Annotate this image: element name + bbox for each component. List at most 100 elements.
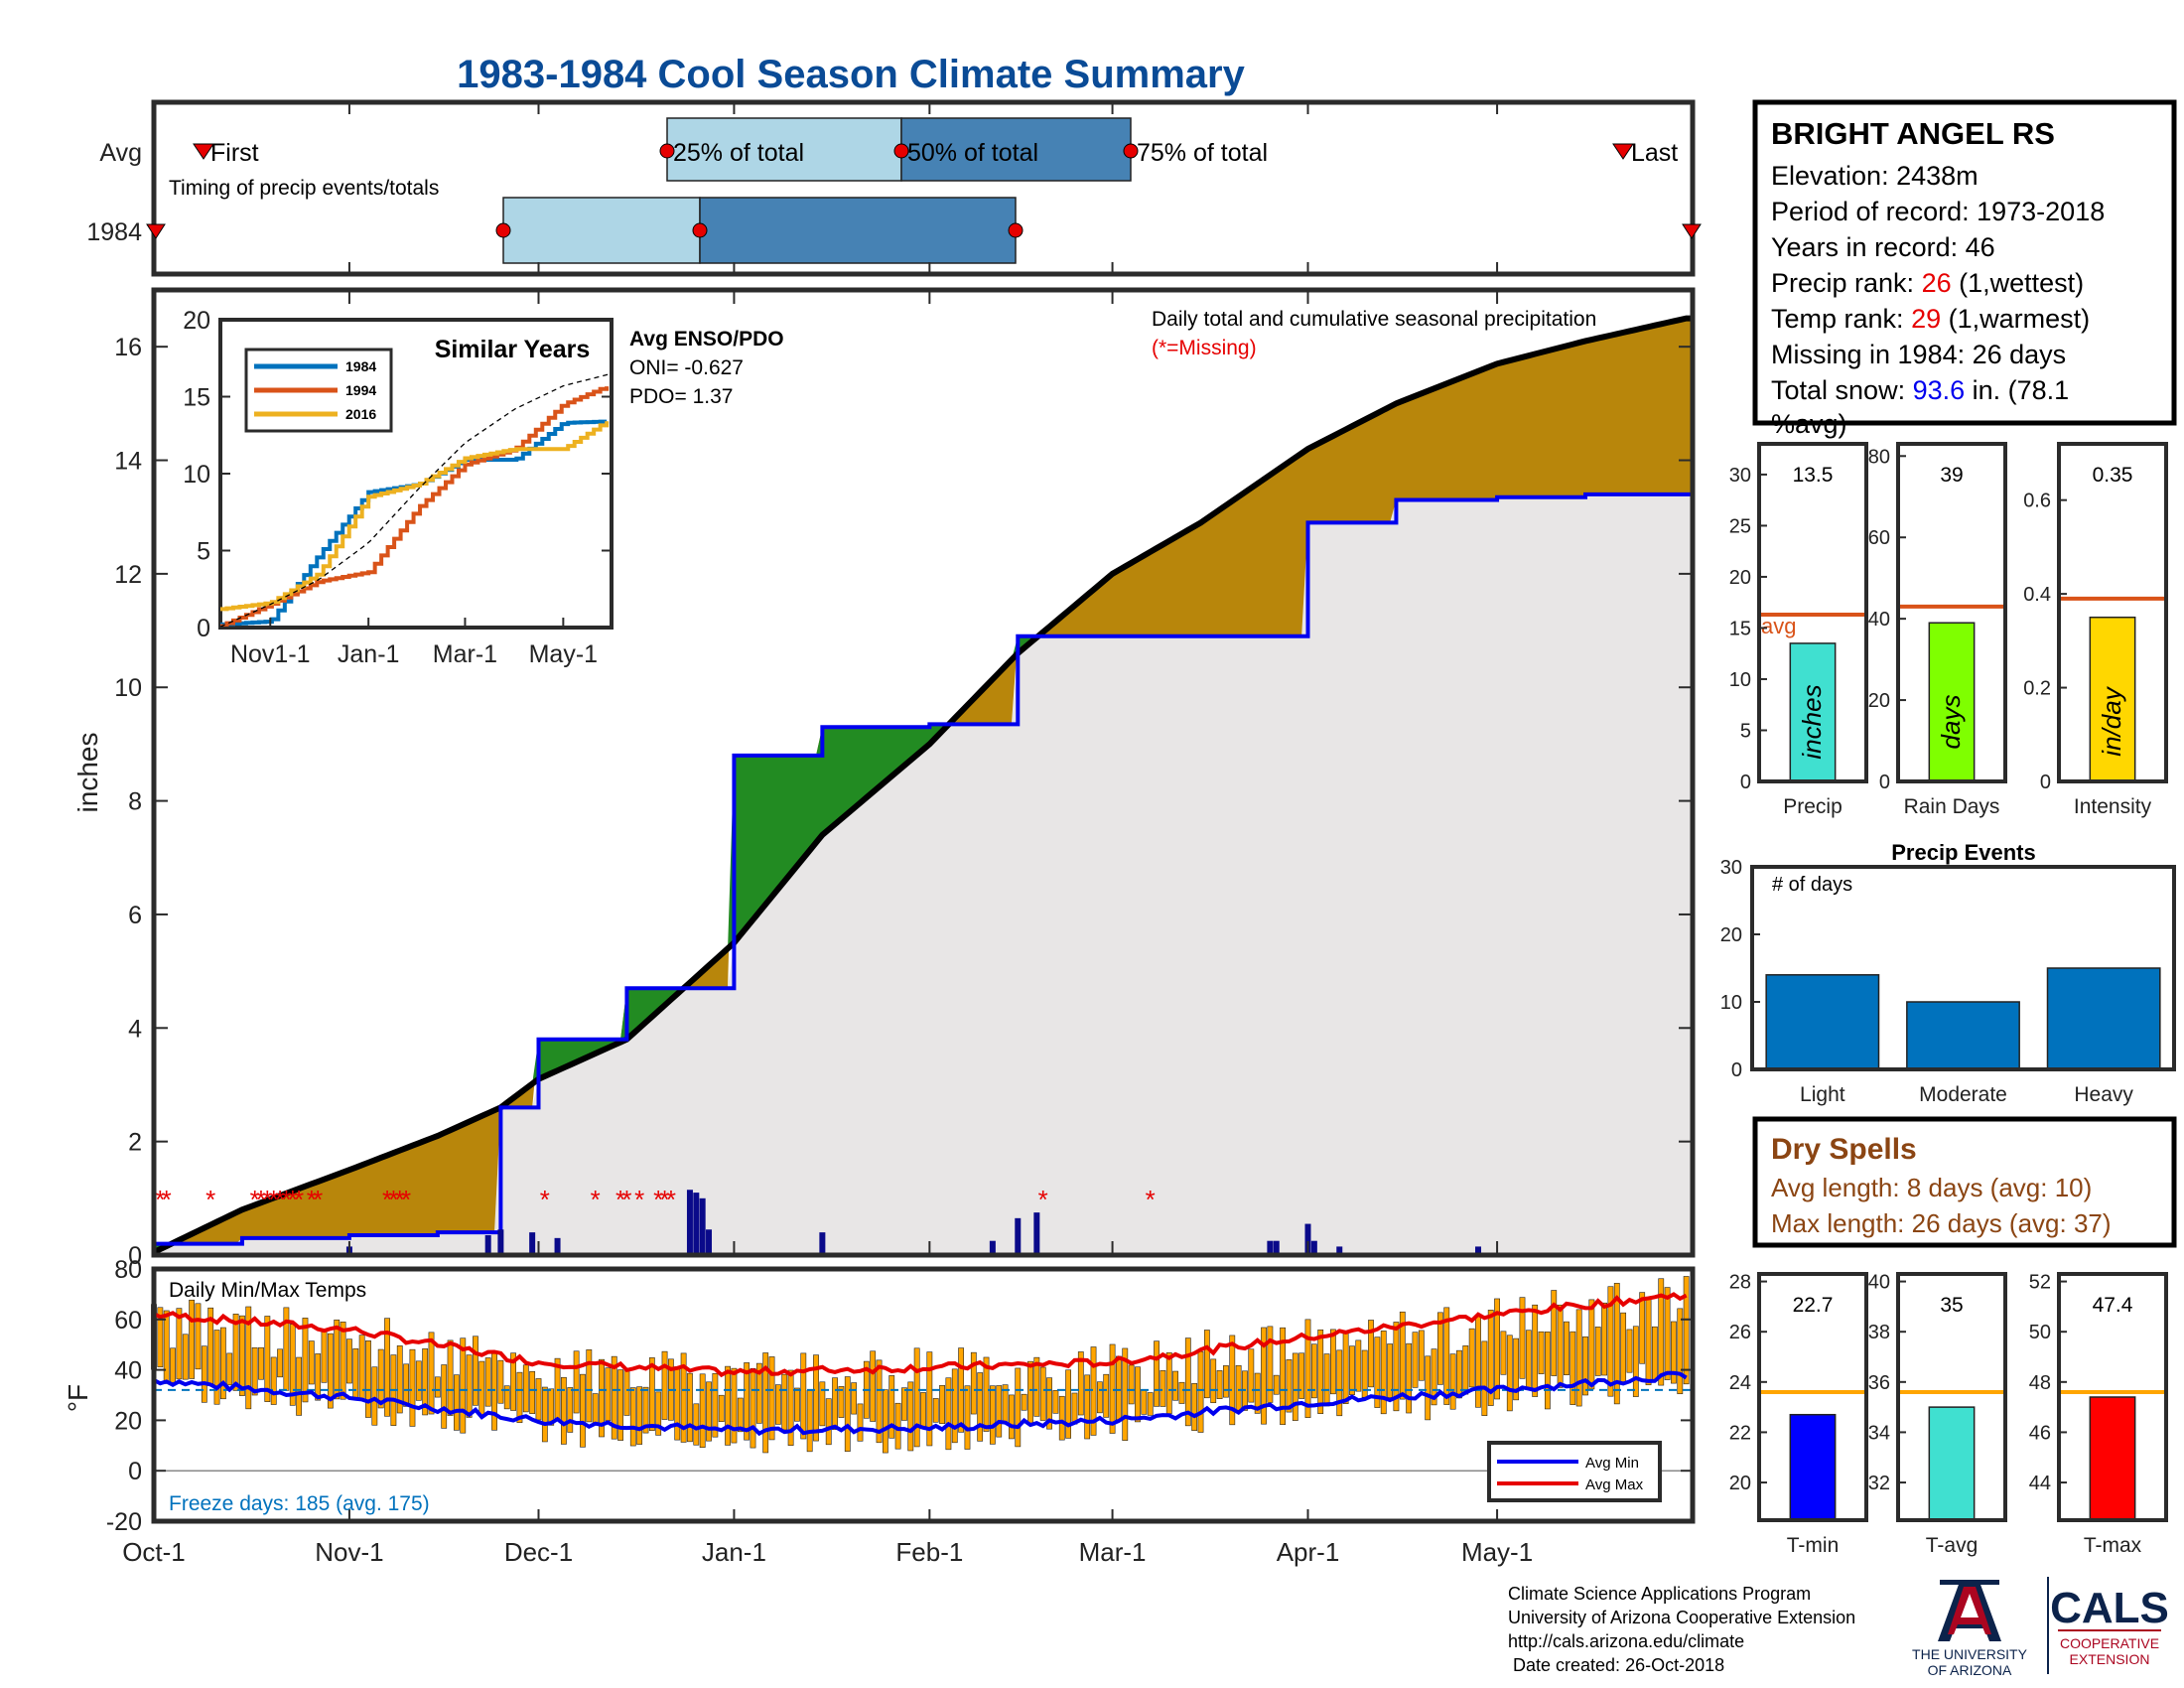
daily-temp-bar: [384, 1318, 390, 1417]
daily-temp-bar: [1248, 1348, 1255, 1403]
daily-temp-bar: [983, 1356, 990, 1432]
timing-first-label: First: [210, 139, 259, 167]
temp-y-tick-label: 80: [114, 1256, 142, 1284]
tavg-summary-tick-label: 40: [1868, 1272, 1890, 1294]
daily-temp-bar: [522, 1364, 529, 1413]
raindays-summary-value: 39: [1940, 464, 1963, 487]
daily-temp-bar: [497, 1359, 504, 1404]
daily-temp-bar: [1229, 1335, 1236, 1426]
summary-bar-panels: avg 13.5 0 5 10 15 20 25 30 inches Precip 39 0 20 40 60…: [1729, 442, 2168, 818]
daily-temp-bar: [296, 1356, 303, 1416]
daily-temp-bar: [794, 1387, 800, 1422]
daily-temp-bar: [1683, 1276, 1690, 1385]
daily-temp-bar: [371, 1366, 378, 1426]
temp-y-tick-label: 60: [114, 1307, 142, 1335]
daily-precip-bar: [699, 1197, 706, 1255]
tmin-summary-tick-label: 26: [1729, 1322, 1751, 1343]
daily-temp-bar: [768, 1356, 775, 1441]
main-y-tick-label: 4: [128, 1015, 142, 1043]
precip-summary-label: Precip: [1783, 795, 1843, 818]
precip-events-panel: Precip Events Light Moderate Heavy0102030 …: [1720, 840, 2176, 1106]
daily-precip-bar: [554, 1237, 561, 1255]
daily-temp-bar: [1677, 1308, 1684, 1395]
daily-temp-bar: [1355, 1339, 1362, 1392]
inset-y-tick-label: 0: [197, 615, 210, 642]
daily-temp-bar: [926, 1351, 933, 1447]
tmin-summary-value: 22.7: [1793, 1294, 1834, 1317]
intensity-summary-tick-label: 0: [2040, 772, 2051, 793]
daily-temp-bar: [819, 1381, 826, 1427]
cals-text: CALS: [2050, 1584, 2169, 1632]
timing-row-label-1984: 1984: [86, 218, 142, 246]
daily-precip-bar: [497, 1229, 504, 1255]
daily-temp-bar: [548, 1388, 555, 1426]
raindays-summary-frame: [1896, 442, 2007, 783]
inset-x-tick-label: Jan-1: [338, 640, 400, 668]
intensity-summary-label: Intensity: [2074, 795, 2152, 818]
missing-day-marker: *: [275, 1185, 285, 1214]
ua-logo: THE UNIVERSITY OF ARIZONA: [1912, 1577, 2049, 1678]
daily-temp-bar: [516, 1371, 523, 1424]
daily-temp-bar: [1620, 1312, 1627, 1383]
daily-temp-bar: [1039, 1366, 1046, 1421]
daily-temp-bar: [1009, 1394, 1015, 1440]
daily-temp-bar: [1058, 1395, 1065, 1441]
daily-temp-bar: [1468, 1328, 1475, 1388]
daily-temp-bar: [315, 1353, 322, 1401]
raindays-summary-tick-label: 40: [1868, 609, 1890, 631]
daily-temp-bar: [1664, 1287, 1671, 1380]
daily-temp-bar: [1575, 1309, 1582, 1407]
main-y-tick-label: 16: [114, 334, 142, 361]
missing-day-marker: *: [307, 1185, 317, 1214]
daily-temp-bar: [1349, 1345, 1355, 1395]
daily-temp-bar: [1015, 1367, 1022, 1448]
daily-temp-bar: [1387, 1343, 1393, 1398]
daily-temp-bar: [245, 1306, 252, 1410]
daily-temp-bar: [1582, 1336, 1588, 1396]
timing-1984-last-marker: [1682, 223, 1702, 239]
daily-temp-bar: [396, 1345, 403, 1414]
daily-temp-bar: [920, 1392, 926, 1430]
tmin-summary-label: T-min: [1787, 1534, 1840, 1557]
avg-min-line: [153, 1370, 1688, 1437]
daily-temp-bar: [1487, 1310, 1494, 1406]
daily-temp-bar: [1178, 1381, 1185, 1404]
daily-temp-bar: [876, 1359, 883, 1444]
daily-temp-bar: [1645, 1298, 1652, 1386]
daily-temp-bar: [1046, 1377, 1052, 1430]
intensity-summary-frame: [2057, 442, 2168, 783]
daily-temp-bar: [1286, 1359, 1293, 1413]
timing-1984-p75-marker: [1008, 222, 1024, 238]
daily-temp-bar: [503, 1385, 510, 1410]
raindays-summary-unit: days: [1936, 695, 1966, 750]
timing-last-label: Last: [1631, 139, 1678, 167]
daily-temp-bar: [157, 1307, 164, 1368]
daily-temp-bar: [1027, 1360, 1033, 1426]
daily-precip-bar: [1336, 1246, 1343, 1255]
cals-coop-line2: EXTENSION: [2070, 1651, 2150, 1667]
daily-temp-bar: [182, 1334, 189, 1380]
daily-temp-bar: [1254, 1372, 1261, 1414]
daily-temp-bar: [232, 1314, 239, 1391]
daily-temp-bar: [1210, 1358, 1217, 1404]
daily-temp-bar: [1021, 1393, 1027, 1411]
daily-temp-bar: [1431, 1348, 1437, 1406]
daily-temp-bar: [706, 1381, 712, 1442]
daily-temp-bar: [951, 1368, 958, 1444]
main-y-tick-label: 8: [128, 788, 142, 816]
daily-temp-bar: [913, 1347, 920, 1448]
missing-day-marker: *: [205, 1185, 215, 1214]
daily-temp-bar: [327, 1333, 334, 1409]
tmax-summary-tick-label: 50: [2029, 1322, 2051, 1343]
daily-temp-bar: [964, 1385, 971, 1450]
daily-temp-bar: [599, 1358, 605, 1438]
daily-temp-bar: [592, 1393, 599, 1424]
inset-title: Similar Years: [435, 336, 591, 363]
daily-temp-bar: [755, 1362, 762, 1424]
daily-temp-bar: [1393, 1322, 1400, 1412]
inset-y-tick-label: 20: [183, 307, 210, 335]
temp-x-tick-label: Mar-1: [1079, 1537, 1147, 1567]
daily-temp-bar: [617, 1369, 623, 1441]
daily-temp-bar: [1090, 1346, 1097, 1436]
